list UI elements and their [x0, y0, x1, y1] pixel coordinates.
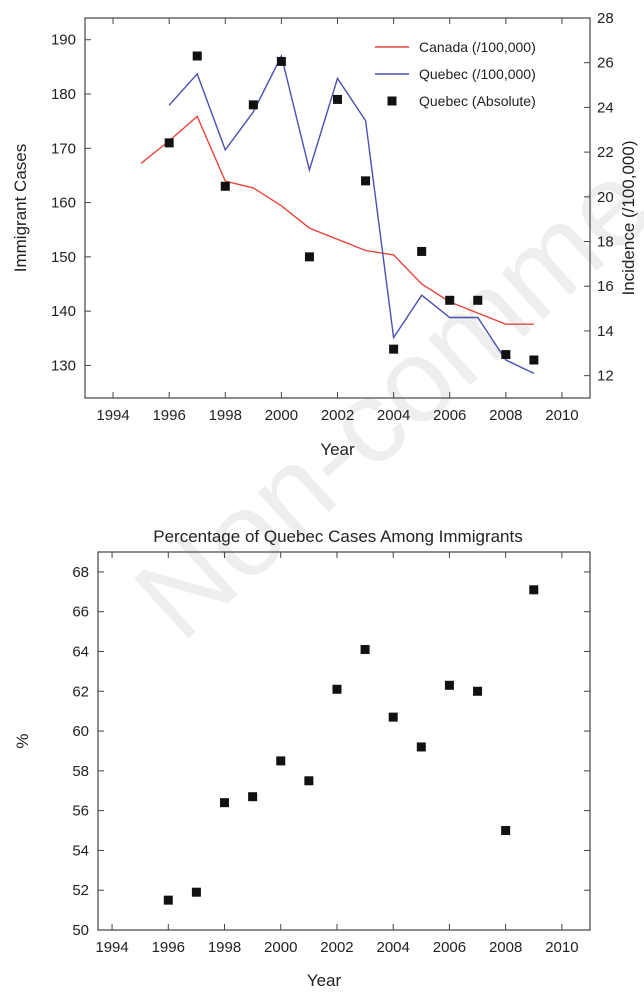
legend-swatch: [387, 96, 397, 106]
x-tick-label: 1994: [95, 939, 128, 956]
y2-tick-label: 20: [597, 189, 614, 206]
y-tick-label: 60: [72, 723, 89, 740]
y2-tick-label: 22: [597, 144, 614, 161]
y-tick-label: 66: [72, 604, 89, 621]
x-tick-label: 2002: [320, 939, 353, 956]
y-tick-label: 130: [51, 357, 76, 374]
y-tick-label: 50: [72, 922, 89, 939]
x-tick-label: 1994: [96, 407, 129, 424]
y-tick-label: 150: [51, 249, 76, 266]
y2-tick-label: 18: [597, 234, 614, 251]
data-point: [191, 887, 201, 897]
data-point: [276, 56, 286, 66]
data-point: [360, 644, 370, 654]
y-tick-label: 160: [51, 195, 76, 212]
x-tick-label: 2004: [377, 407, 410, 424]
y2-tick-label: 14: [597, 323, 614, 340]
x-tick-label: 1996: [152, 407, 185, 424]
percentage-chart: Percentage of Quebec Cases Among Immigra…: [13, 527, 591, 990]
y-axis-title: Immigrant Cases: [11, 144, 30, 272]
data-point: [304, 776, 314, 786]
x-tick-label: 2008: [489, 407, 522, 424]
x-tick-label: 2000: [265, 407, 298, 424]
y-tick-label: 56: [72, 803, 89, 820]
data-point: [473, 295, 483, 305]
x-tick-label: 2010: [545, 939, 578, 956]
y2-tick-label: 24: [597, 99, 614, 116]
x-tick-label: 2008: [489, 939, 522, 956]
data-point: [332, 684, 342, 694]
y2-tick-label: 16: [597, 278, 614, 295]
x-tick-label: 2002: [321, 407, 354, 424]
y-tick-label: 170: [51, 140, 76, 157]
x-tick-label: 1998: [208, 939, 241, 956]
y2-tick-label: 26: [597, 55, 614, 72]
data-point: [192, 51, 202, 61]
x-tick-label: 1996: [152, 939, 185, 956]
data-point: [220, 181, 230, 191]
data-point: [361, 176, 371, 186]
series-line-1: [168, 53, 535, 375]
data-point: [501, 826, 511, 836]
y-tick-label: 62: [72, 683, 89, 700]
data-point: [417, 246, 427, 256]
data-point: [444, 680, 454, 690]
y-tick-label: 140: [51, 303, 76, 320]
series-line-0: [140, 115, 534, 325]
legend-label: Quebec (/100,000): [419, 66, 536, 82]
legend-label: Quebec (Absolute): [419, 93, 536, 109]
y2-tick-label: 12: [597, 368, 614, 385]
y-tick-label: 52: [72, 882, 89, 899]
x-tick-label: 2006: [433, 407, 466, 424]
data-point: [276, 756, 286, 766]
data-point: [473, 686, 483, 696]
x-tick-label: 2000: [264, 939, 297, 956]
y-tick-label: 180: [51, 86, 76, 103]
data-point: [389, 344, 399, 354]
legend-label: Canada (/100,000): [419, 39, 536, 55]
y-tick-label: 58: [72, 763, 89, 780]
y-tick-label: 54: [72, 842, 89, 859]
data-point: [220, 798, 230, 808]
y-tick-label: 190: [51, 32, 76, 49]
x-tick-label: 2010: [545, 407, 578, 424]
data-point: [333, 94, 342, 104]
data-point: [164, 138, 174, 148]
data-point: [529, 585, 539, 595]
data-point: [501, 350, 511, 360]
y2-axis-title: Incidence (/100,000): [619, 141, 638, 296]
data-point: [445, 295, 455, 305]
x-tick-label: 2006: [433, 939, 466, 956]
incidence-chart: 1994 1996 1998 2000 2002 2004 2006 2008 2010 130 1…: [11, 10, 638, 459]
y2-tick-label: 28: [597, 10, 614, 27]
data-point: [163, 895, 173, 905]
x-axis-title: Year: [307, 971, 342, 990]
chart-title: Percentage of Quebec Cases Among Immigra…: [153, 527, 522, 546]
data-point: [529, 355, 539, 365]
y-tick-label: 68: [72, 564, 89, 581]
y-tick-label: 64: [72, 643, 89, 660]
data-point: [388, 712, 398, 722]
data-point: [248, 100, 258, 110]
data-point: [304, 252, 314, 262]
x-tick-label: 2004: [377, 939, 410, 956]
data-point: [248, 792, 258, 802]
data-point: [416, 742, 426, 752]
y-axis-title: %: [13, 733, 32, 748]
x-tick-label: 1998: [209, 407, 242, 424]
plot-frame: [97, 551, 591, 931]
x-axis-title: Year: [320, 440, 355, 459]
